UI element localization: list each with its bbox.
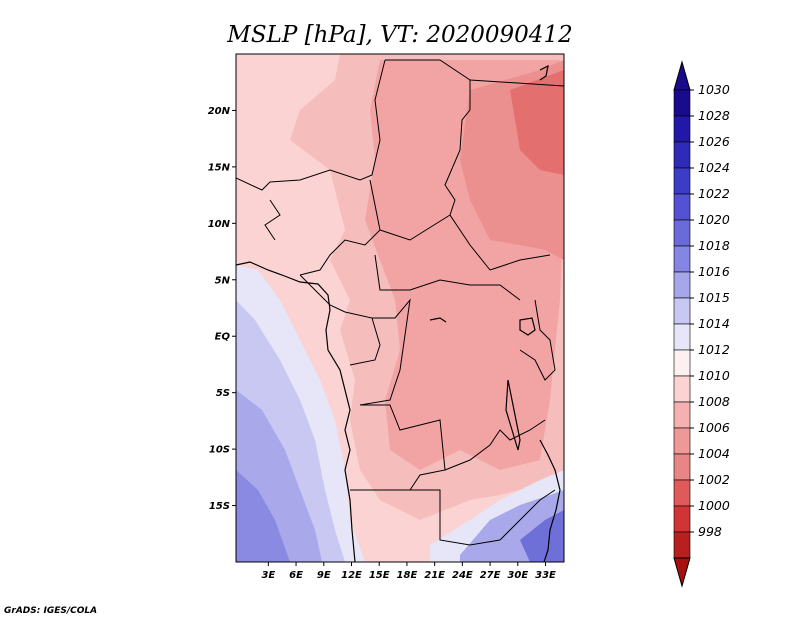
border-line	[374, 254, 521, 301]
x-tick-label: 15E	[369, 570, 390, 581]
border-line	[360, 404, 446, 491]
x-tick-label: 33E	[535, 570, 556, 581]
map-frame	[235, 53, 565, 563]
x-axis: 3E 6E 9E 12E 15E 18E 21E 24E 27E 30E 33E	[261, 562, 556, 581]
colorbar-label: 1002	[698, 472, 730, 487]
border-line	[299, 274, 381, 366]
coastline-lake	[505, 379, 521, 451]
x-tick-label: 30E	[507, 570, 528, 581]
colorbar-label: 998	[698, 524, 722, 539]
border-line	[236, 59, 386, 191]
country-borders	[236, 59, 564, 546]
x-tick-label: 6E	[289, 570, 303, 581]
colorbar-swatch	[673, 115, 691, 143]
colorbar-label: 1022	[698, 186, 730, 201]
colorbar-swatch	[673, 427, 691, 455]
border-line	[350, 489, 501, 546]
y-axis: 20N 15N 10N 5N EQ 5S 10S 15S	[208, 106, 236, 512]
x-tick-label: 21E	[424, 570, 445, 581]
x-tick-label: 27E	[480, 570, 501, 581]
border-line	[385, 59, 491, 271]
coastline-lake	[539, 64, 549, 81]
pressure-fill-1004	[510, 70, 564, 175]
x-tick-label: 24E	[452, 570, 473, 581]
colorbar-top-arrow	[673, 60, 691, 91]
figure-title: MSLP [hPa], VT: 2020090412	[226, 22, 572, 48]
y-tick-label: 5S	[216, 388, 230, 399]
colorbar-label: 1020	[698, 212, 730, 227]
colorbar-label: 1026	[698, 134, 730, 149]
y-tick-label: 5N	[215, 275, 231, 286]
colorbar-swatch	[673, 375, 691, 403]
colorbar-label: 1008	[698, 394, 730, 409]
colorbar-bottom-arrow	[673, 557, 691, 588]
y-tick-label: EQ	[215, 332, 231, 343]
colorbar-label: 1024	[698, 160, 730, 175]
colorbar-label: 1012	[698, 342, 730, 357]
colorbar-swatch	[673, 505, 691, 533]
colorbar-swatch	[673, 297, 691, 325]
colorbar-swatch	[673, 531, 691, 559]
coastline-lake	[519, 317, 536, 336]
coastline	[539, 439, 561, 562]
colorbar-label: 1000	[698, 498, 730, 513]
y-tick-label: 10S	[209, 445, 230, 456]
border-line	[359, 298, 411, 406]
coastline-lake	[429, 317, 447, 323]
colorbar-label: 1018	[698, 238, 730, 253]
colorbar-label: 1016	[698, 264, 730, 279]
colorbar-label: 1014	[698, 316, 730, 331]
colorbar-swatch	[673, 401, 691, 429]
border-line	[489, 254, 551, 271]
colorbar-swatch	[673, 141, 691, 169]
border-line	[519, 299, 556, 381]
border-line	[379, 214, 451, 241]
credit-text: GrADS: IGES/COLA	[4, 606, 97, 616]
colorbar-label: 1015	[698, 290, 730, 305]
x-tick-label: 12E	[341, 570, 362, 581]
colorbar-swatch	[673, 167, 691, 195]
colorbar-label: 1006	[698, 420, 730, 435]
colorbar-swatch	[673, 89, 691, 117]
border-line	[444, 419, 546, 471]
colorbar-label: 1004	[698, 446, 730, 461]
colorbar-swatch	[673, 479, 691, 507]
y-tick-label: 10N	[208, 219, 231, 230]
coastlines	[236, 64, 561, 562]
border-line	[499, 489, 556, 541]
y-tick-label: 15N	[208, 162, 231, 173]
colorbar-label: 1010	[698, 368, 730, 383]
pressure-fill-1018	[236, 470, 290, 562]
colorbar-swatch	[673, 453, 691, 481]
colorbar-swatch	[673, 271, 691, 299]
colorbar-label: 1028	[698, 108, 730, 123]
pressure-field	[236, 54, 564, 562]
colorbar: 1030 1028 1026 1024 1022 1020 1018 1016 1015 1014…	[673, 60, 730, 588]
x-tick-label: 3E	[261, 570, 275, 581]
colorbar-label: 1030	[698, 82, 730, 97]
colorbar-swatch	[673, 193, 691, 221]
colorbar-swatch	[673, 219, 691, 247]
colorbar-swatch	[673, 323, 691, 351]
border-line	[469, 79, 564, 87]
y-tick-label: 20N	[208, 106, 231, 117]
coastline	[236, 261, 356, 562]
x-tick-label: 9E	[317, 570, 331, 581]
y-tick-label: 15S	[209, 501, 230, 512]
x-tick-label: 18E	[397, 570, 418, 581]
pressure-fill-se-1020	[520, 510, 564, 562]
colorbar-swatch	[673, 245, 691, 273]
border-line	[264, 199, 281, 241]
colorbar-swatch	[673, 349, 691, 377]
